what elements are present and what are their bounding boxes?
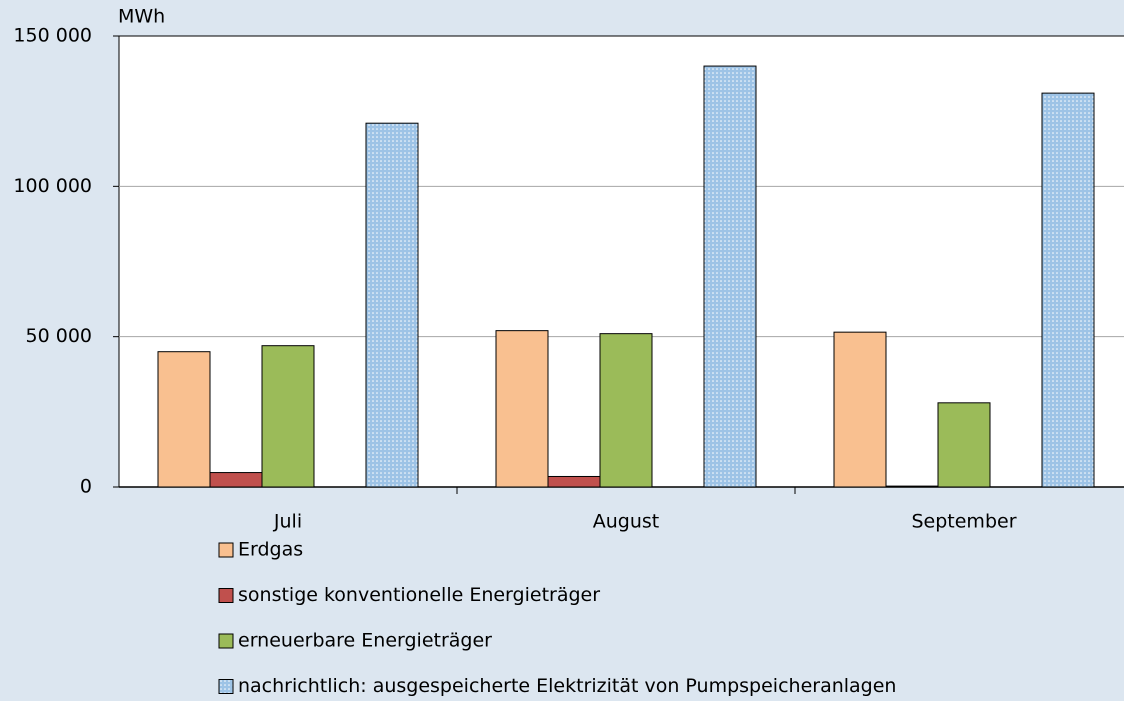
y-tick-label: 50 000 bbox=[26, 325, 92, 347]
bar bbox=[833, 331, 887, 488]
bar bbox=[261, 345, 315, 488]
bar bbox=[599, 333, 653, 488]
y-axis-unit: MWh bbox=[118, 6, 165, 28]
bar bbox=[495, 330, 549, 488]
y-tick-label: 150 000 bbox=[13, 25, 92, 47]
legend-label: nachrichtlich: ausgespeicherte Elektrizi… bbox=[238, 675, 896, 697]
legend-swatch bbox=[218, 633, 234, 649]
legend-swatch bbox=[218, 588, 234, 603]
bar bbox=[365, 122, 419, 488]
x-tick-label: August bbox=[593, 511, 660, 533]
x-tick-label: September bbox=[911, 511, 1016, 533]
legend-label: Erdgas bbox=[238, 539, 303, 561]
bar bbox=[547, 475, 601, 488]
bar bbox=[885, 485, 939, 488]
x-tick-label: Juli bbox=[273, 511, 302, 533]
y-tick-label: 0 bbox=[80, 476, 92, 498]
legend-swatch bbox=[218, 542, 234, 558]
legend-label: erneuerbare Energieträger bbox=[238, 630, 492, 652]
bar bbox=[209, 472, 263, 488]
bar bbox=[937, 402, 991, 488]
legend-label: sonstige konventionelle Energieträger bbox=[238, 584, 600, 606]
y-tick-label: 100 000 bbox=[13, 175, 92, 197]
legend-swatch bbox=[218, 679, 234, 694]
bar bbox=[1041, 92, 1095, 488]
bar bbox=[157, 351, 211, 488]
bar bbox=[703, 65, 757, 488]
